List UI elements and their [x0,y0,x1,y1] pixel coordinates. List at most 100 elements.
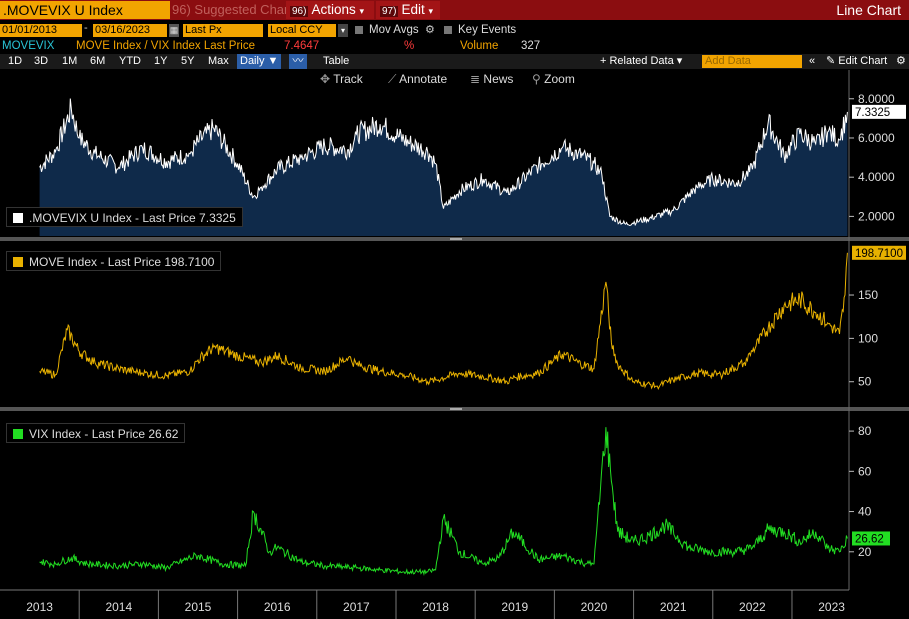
end-date-input[interactable]: 03/16/2023 [93,24,167,37]
zoom-tool[interactable]: ⚲ Zoom [532,72,575,87]
title-bar [0,0,909,20]
news-icon: ≣ [470,72,481,86]
magnifier-icon: ⚲ [532,72,541,86]
date-separator: - [84,22,88,34]
y-tick-label-move: 50 [858,375,872,389]
mov-avgs-toggle[interactable]: Mov Avgs [355,24,419,37]
range-toolbar [0,54,909,69]
zoom-label: Zoom [544,72,575,86]
annotate-tool[interactable]: ⟋ Annotate [388,72,447,87]
range-button-1d[interactable]: 1D [8,55,23,67]
legend-vix-label: VIX Index - Last Price 26.62 [29,427,179,441]
last-value-label-movevix: 7.3325 [855,107,890,119]
separator-top-grip [450,238,462,240]
edit-menu[interactable]: 97) Edit ▾ [376,1,440,19]
mov-avgs-label: Mov Avgs [369,24,419,36]
track-tool[interactable]: ✥ Track [320,72,363,87]
legend-vix: VIX Index - Last Price 26.62 [6,423,186,443]
track-label: Track [333,72,363,86]
y-tick-label-vix: 60 [858,464,872,478]
actions-number: 96) [290,6,309,17]
edit-chart-label: Edit Chart [838,55,888,67]
related-data-menu[interactable]: + Related Data ▾ [600,55,683,67]
currency-select[interactable]: Local CCY [268,24,336,37]
last-value-box-vix [852,531,890,546]
chevron-down-icon: ▾ [359,6,365,16]
suggested-charts-menu[interactable]: 96) Suggested Charts [172,2,299,17]
last-value-box-move [852,245,906,260]
edit-chart-button[interactable]: ✎ Edit Chart [826,55,888,67]
gear-icon[interactable]: ⚙ [896,55,906,67]
news-label: News [483,72,514,86]
y-tick-label-move: 100 [858,331,878,345]
field-select[interactable]: Last Px [183,24,263,37]
x-tick-label: 2020 [581,600,608,614]
volume-label: Volume [460,40,499,52]
range-button-6m[interactable]: 6M [90,55,106,67]
crosshair-icon: ✥ [320,72,331,86]
chevron-down-icon[interactable]: ▾ [338,24,348,37]
percent-label: % [404,40,415,52]
chart-type-label: Line Chart [836,2,901,18]
edit-label: Edit [401,2,425,17]
y-tick-label-vix: 40 [858,505,872,519]
series-movevix-area [39,98,848,236]
y-tick-label-movevix: 2.0000 [858,209,895,223]
y-tick-label-vix: 80 [858,424,872,438]
x-tick-label: 2023 [818,600,845,614]
separator-bottom-grip [450,408,462,410]
y-tick-label-movevix: 6.0000 [858,131,895,145]
legend-swatch [13,213,23,223]
pencil-icon: ⟋ [388,72,397,86]
range-button-3d[interactable]: 3D [34,55,49,67]
series-vix-line [39,427,848,576]
x-tick-label: 2013 [26,600,53,614]
range-button-5y[interactable]: 5Y [181,55,195,67]
chart-canvas[interactable]: 8.0000 6.0000 4.0000 2.0000 7.3325 150 100 50 19… [0,70,909,619]
actions-menu[interactable]: 96) Actions ▾ [286,1,374,19]
legend-movevix: .MOVEVIX U Index - Last Price 7.3325 [6,207,243,227]
legend-swatch [13,429,23,439]
checkbox-icon [355,25,363,34]
calendar-icon[interactable]: ▦ [169,24,179,37]
last-value-label-move: 198.7100 [855,248,903,260]
x-tick-label: 2016 [264,600,291,614]
range-button-max[interactable]: Max [208,55,229,67]
annotate-label: Annotate [399,72,448,86]
y-tick-label-movevix: 8.0000 [858,92,895,106]
add-data-input[interactable]: Add Data [702,55,802,68]
range-button-1m[interactable]: 1M [62,55,78,67]
frequency-label: Daily [240,55,265,67]
y-tick-label-movevix: 4.0000 [858,170,895,184]
x-tick-label: 2021 [660,600,687,614]
settings-small-icon[interactable]: ⚙ [425,24,435,36]
table-button[interactable]: Table [323,55,350,67]
actions-label: Actions [311,2,356,17]
frequency-select[interactable]: Daily ▼ [237,54,282,69]
x-tick-label: 2019 [501,600,528,614]
chevron-down-icon: ▾ [428,6,434,16]
range-button-ytd[interactable]: YTD [119,55,141,67]
y-tick-label-vix: 20 [858,545,872,559]
line-style-icon[interactable]: 〰 [289,54,307,69]
security-description: MOVE Index / VIX Index Last Price [76,40,255,52]
edit-number: 97) [380,6,399,17]
collapse-icon[interactable]: « [809,55,816,67]
checkbox-icon [444,25,452,34]
y-tick-label-move: 150 [858,288,878,302]
start-date-input[interactable]: 01/01/2013 [0,24,82,37]
news-tool[interactable]: ≣ News [470,72,513,87]
key-events-toggle[interactable]: Key Events [444,24,516,37]
x-tick-label: 2018 [422,600,449,614]
last-value: 7.4647 [284,40,320,52]
key-events-label: Key Events [458,24,517,36]
security-label: MOVEVIX [2,40,55,52]
legend-move: MOVE Index - Last Price 198.7100 [6,251,222,271]
volume-value: 327 [521,40,541,52]
legend-move-label: MOVE Index - Last Price 198.7100 [29,255,215,269]
range-button-1y[interactable]: 1Y [154,55,168,67]
legend-movevix-label: .MOVEVIX U Index - Last Price 7.3325 [29,211,236,225]
related-data-label: + Related Data [600,55,674,67]
last-value-label-vix: 26.62 [855,533,884,545]
ticker-field[interactable]: .MOVEVIX U Index [0,1,170,19]
